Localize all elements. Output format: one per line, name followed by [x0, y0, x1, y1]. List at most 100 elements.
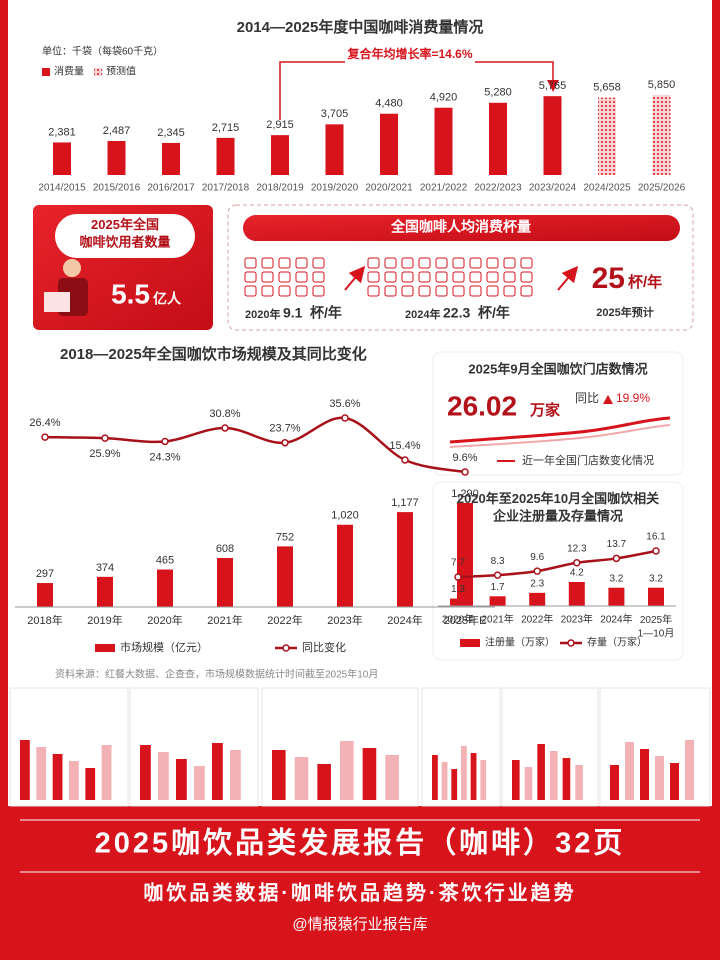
thumbnail-shape — [610, 765, 619, 800]
thumbnail-shape — [340, 741, 354, 800]
line-point — [401, 456, 409, 464]
cups-pill — [243, 215, 680, 241]
cup-icon — [278, 257, 291, 269]
thumbnail-shape — [550, 751, 558, 800]
thumbnail-shape — [362, 748, 377, 800]
drinkers-unit: 亿人 — [153, 291, 182, 307]
data-label: 2,715 — [212, 122, 240, 134]
x-tick-label: 2017/2018 — [202, 183, 250, 194]
cup-icon — [367, 257, 380, 269]
x-tick-label: 2022年 — [521, 613, 553, 626]
data-label: 8.3 — [491, 556, 505, 567]
legend-label: 同比变化 — [302, 640, 346, 654]
up-icon — [603, 395, 613, 404]
bar — [457, 503, 473, 607]
stores-value: 26.02 — [447, 390, 517, 421]
line-point — [221, 424, 229, 432]
trend-line — [449, 416, 671, 444]
bar — [489, 102, 507, 175]
thumbnail-shape — [85, 768, 96, 800]
bar — [337, 524, 353, 607]
bar — [380, 113, 398, 175]
x-tick-label: 2024/2025 — [583, 183, 631, 194]
cups-year: 2020年 — [245, 307, 280, 321]
bar — [568, 582, 585, 606]
thumbnail-shape — [69, 761, 79, 800]
thumbnail-shape — [625, 742, 634, 800]
bar — [543, 96, 562, 175]
thumbnail-shape — [640, 749, 649, 800]
cup-icon — [278, 271, 291, 283]
data-label: 25.9% — [89, 448, 120, 460]
x-tick-label: 2021年 — [481, 613, 513, 626]
cup-icon — [503, 257, 516, 269]
cup-icon — [261, 257, 274, 269]
cup-icon — [384, 285, 397, 297]
cup-icon — [503, 271, 516, 283]
line-point — [341, 414, 349, 422]
yoy-label: 同比 — [575, 391, 599, 405]
x-tick-label: 2020/2021 — [365, 183, 413, 194]
bar — [107, 140, 126, 175]
legend-label: 消费量 — [54, 65, 84, 78]
line-point — [573, 559, 581, 567]
line-point — [533, 567, 541, 575]
thumbnail-shape — [194, 766, 205, 800]
cup-icon — [244, 271, 257, 283]
cup-icon — [261, 271, 274, 283]
line-point — [281, 438, 289, 447]
cup-icon — [295, 271, 308, 283]
line-point — [652, 547, 660, 555]
registration-card — [432, 481, 684, 661]
yoy-value: 19.9% — [616, 391, 650, 405]
annotation: 复合年均增长率=14.6% — [346, 46, 472, 61]
cups-unit: 杯/年 — [310, 305, 342, 321]
legend-label: 存量（万家） — [587, 636, 647, 649]
x-tick-label: 2019年 — [87, 613, 122, 627]
bar — [97, 576, 113, 607]
line — [44, 416, 466, 474]
cup-icon — [244, 285, 257, 297]
bar — [162, 142, 180, 175]
x-tick-label: 2023年 — [561, 613, 593, 626]
bar — [434, 107, 453, 175]
cup-icon — [295, 285, 308, 297]
drinkers-title: 2025年全国咖啡饮用者数量 — [79, 217, 170, 250]
x-tick-label: 2022年 — [267, 613, 302, 627]
legend-label: 注册量（万家） — [485, 636, 555, 649]
data-label: 3.2 — [649, 573, 663, 584]
data-label: 13.7 — [607, 539, 627, 550]
bar — [489, 596, 506, 606]
x-tick-label: 2021年 — [207, 613, 242, 627]
thumbnail-shape — [432, 755, 438, 800]
cups-value: 9.1 — [283, 305, 303, 321]
legend-label: 预测值 — [106, 65, 136, 78]
cup-icon — [401, 285, 414, 297]
cup-icon — [401, 271, 414, 283]
x-tick-label: 2024年 — [387, 613, 422, 627]
annotation-bg — [345, 45, 475, 63]
cup-icon — [452, 257, 465, 269]
x-tick-label: 2025/2026 — [638, 183, 686, 194]
cups-unit: 杯/年 — [478, 305, 510, 321]
thumbnail-shape — [294, 757, 309, 800]
thumbnail-shape — [512, 760, 520, 800]
thumbnail-shape — [230, 750, 241, 800]
cup-icon — [486, 285, 499, 297]
cups-title: 全国咖啡人均消费杯量 — [390, 219, 531, 235]
data-label: 16.1 — [646, 532, 666, 543]
cup-icon — [278, 285, 291, 297]
bar — [277, 546, 293, 607]
thumbnail-shape — [655, 756, 664, 800]
thumbnail-shape — [317, 764, 331, 800]
forecast-note: 2025年预计 — [596, 305, 653, 319]
thumbnail-shape — [385, 755, 399, 800]
data-label: 26.4% — [29, 417, 60, 429]
cup-icon — [418, 285, 431, 297]
thumbnail-shape — [537, 744, 545, 800]
chart-title: 2020年至2025年10月全国咖饮相关企业注册量及存量情况 — [457, 491, 659, 524]
arrow — [557, 265, 579, 291]
thumbnail-shape — [575, 765, 583, 800]
stores-title: 2025年9月全国咖饮门店数情况 — [468, 361, 647, 376]
data-label: 12.3 — [567, 543, 587, 554]
